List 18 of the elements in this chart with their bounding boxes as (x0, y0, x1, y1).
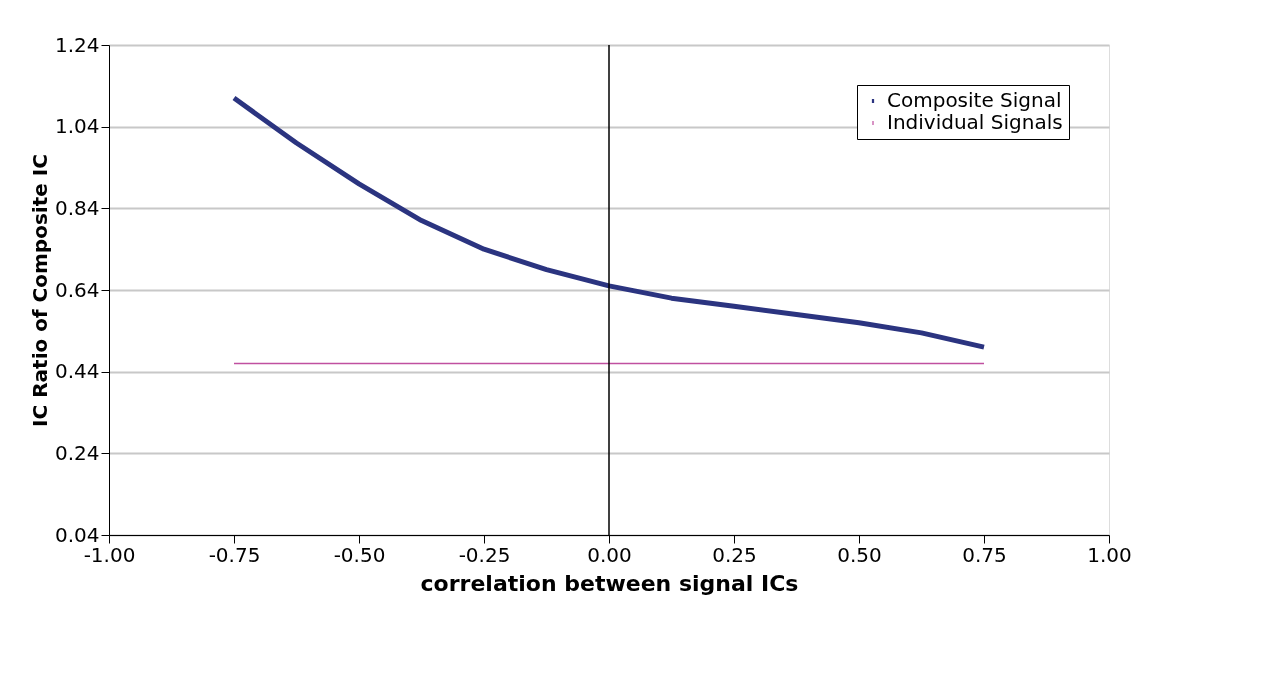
y-tick-label: 0.84 (54, 195, 100, 220)
x-tick-label: 0.00 (587, 542, 632, 567)
y-tick-label: 1.04 (54, 114, 100, 139)
x-tick-label: -0.50 (333, 542, 386, 567)
y-tick-label: 0.44 (54, 359, 100, 384)
x-axis-title: correlation between signal ICs (420, 570, 799, 596)
x-tick-label: 0.25 (712, 542, 757, 567)
legend-label: Individual Signals (887, 110, 1063, 134)
x-tick-label: -0.75 (208, 542, 261, 567)
y-tick-label: 1.24 (54, 32, 100, 57)
x-tick-label: 0.50 (837, 542, 882, 567)
y-tick-label: 0.24 (54, 440, 100, 465)
y-tick-label: 0.64 (54, 277, 100, 302)
x-tick-label: -0.25 (458, 542, 511, 567)
x-tick-label: 1.00 (1087, 542, 1132, 567)
x-tick-label: 0.75 (962, 542, 1007, 567)
legend-label: Composite Signal (887, 88, 1062, 112)
y-axis-title: IC Ratio of Composite IC (27, 154, 52, 427)
